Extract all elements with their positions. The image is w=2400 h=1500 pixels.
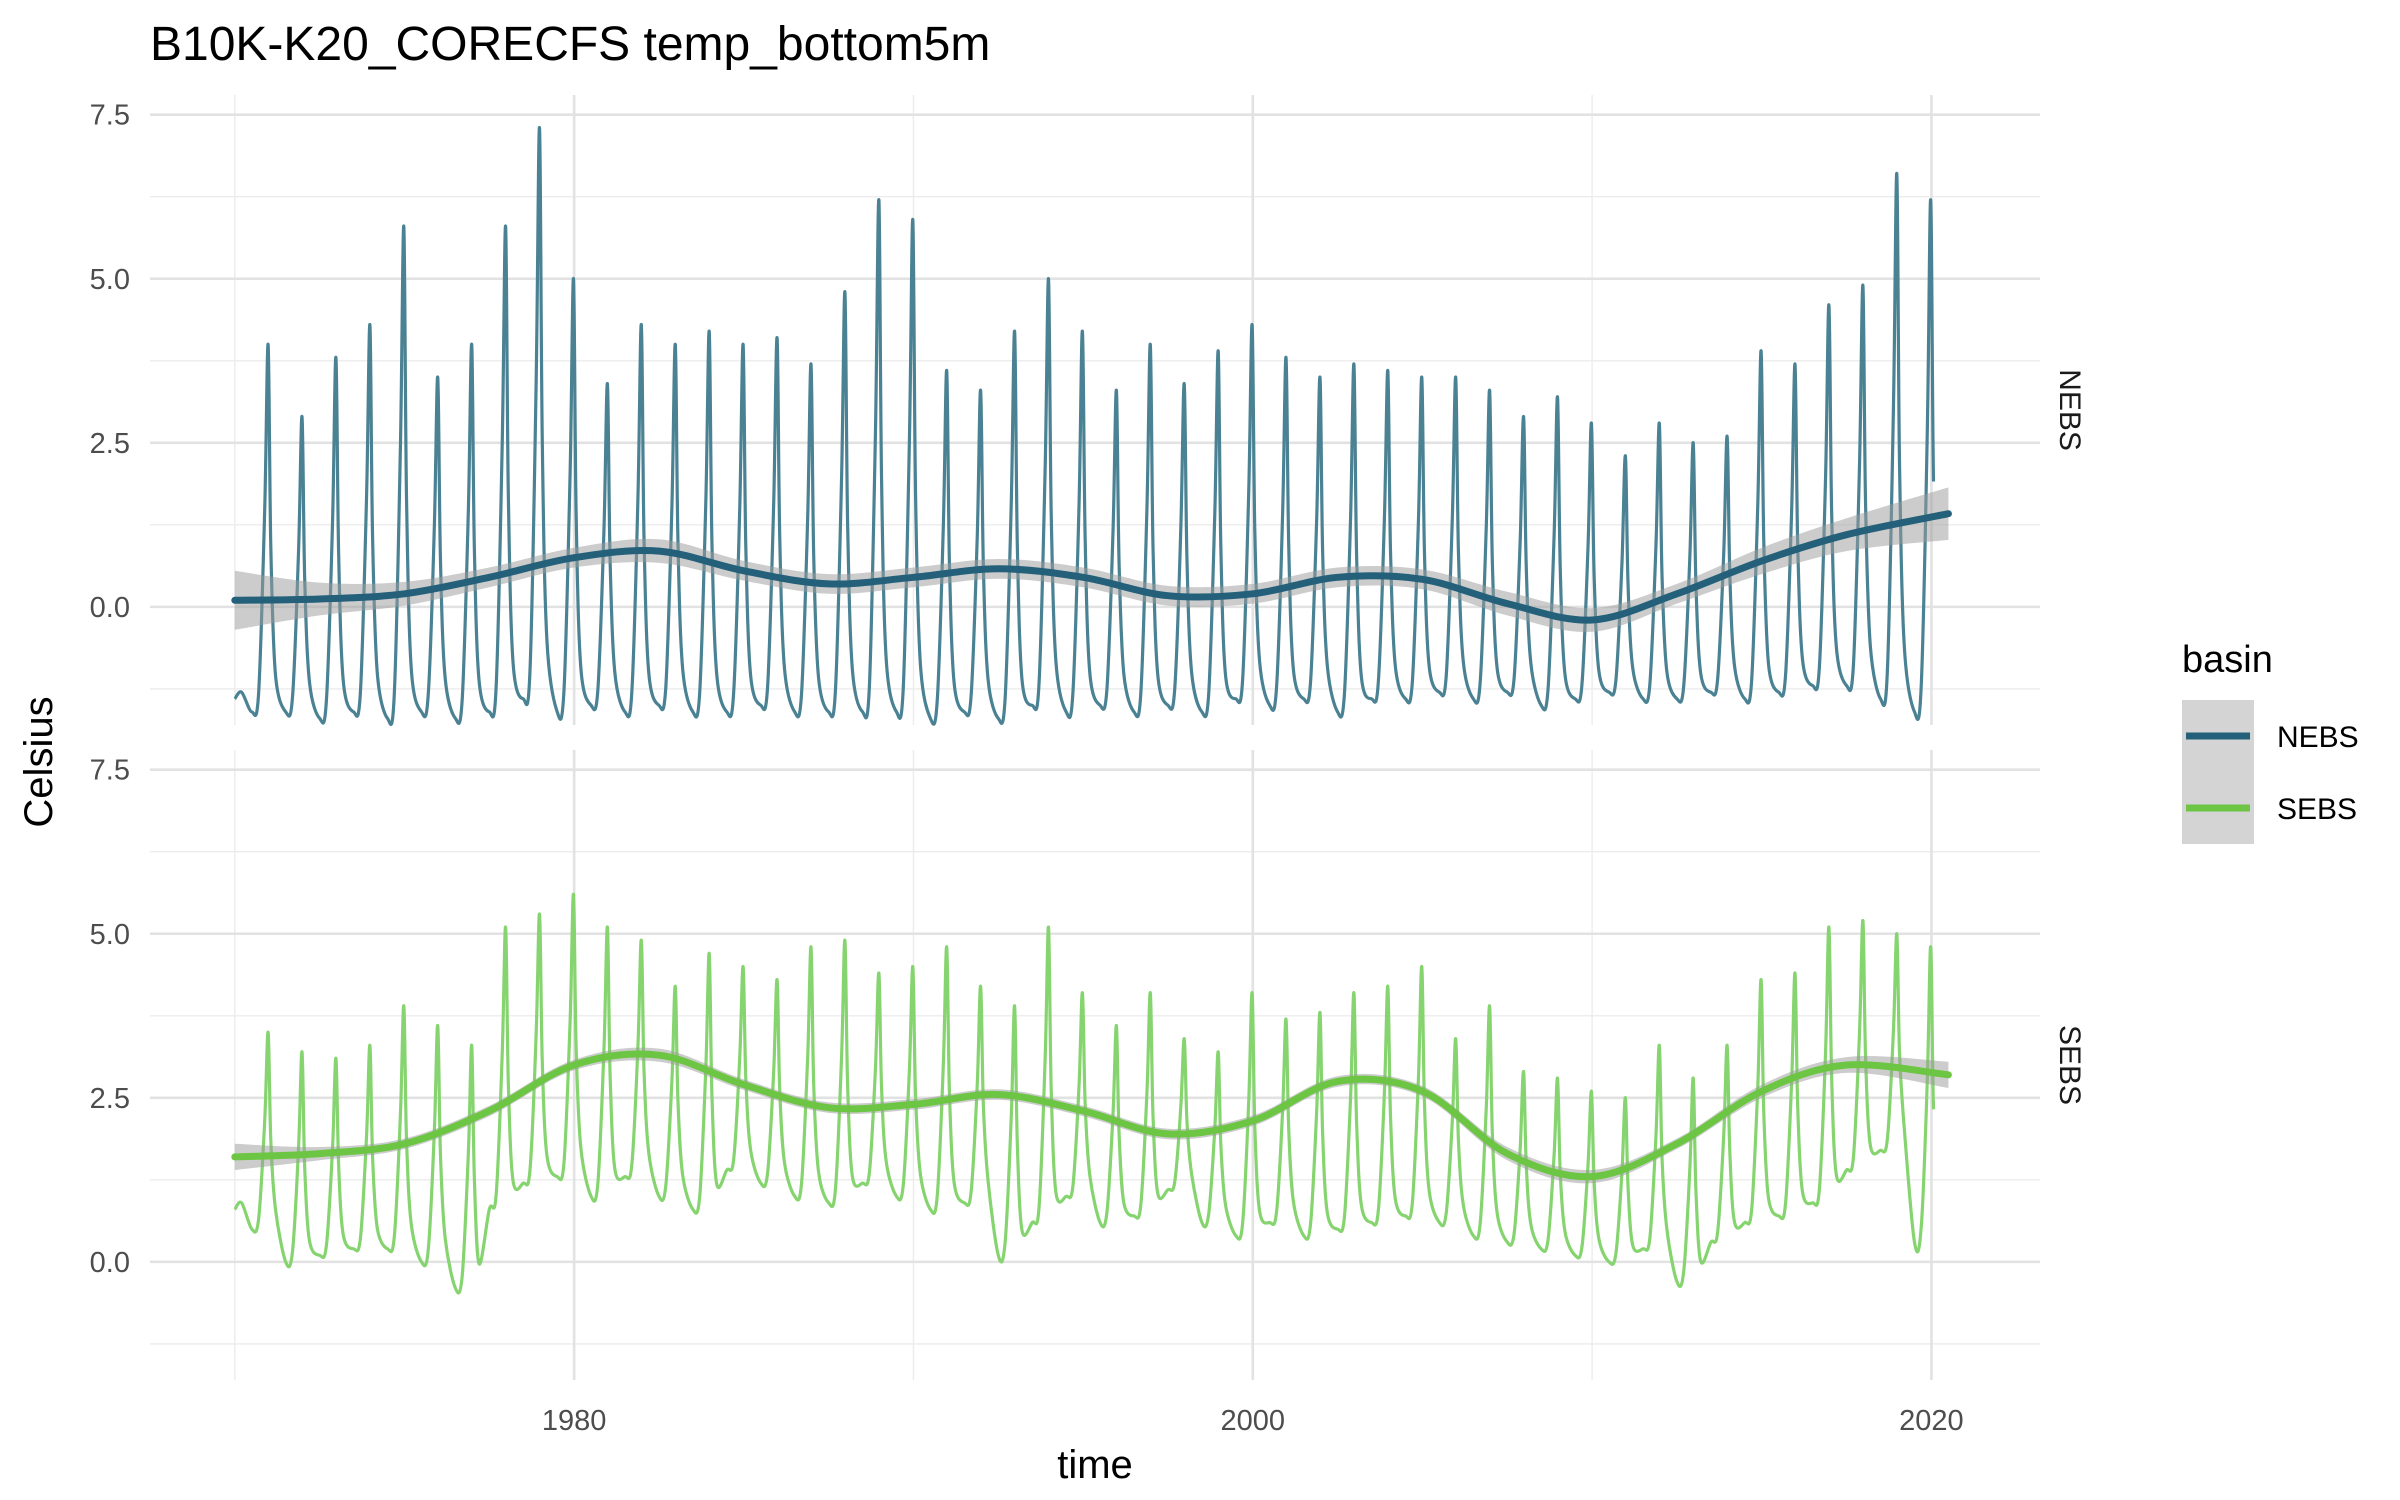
panel-nebs: 0.0 2.5 5.0 7.5 NEBS: [90, 95, 2086, 727]
legend: basin NEBS SEBS: [2182, 639, 2359, 844]
y-tick-label: 2.5: [90, 428, 130, 460]
legend-title: basin: [2182, 639, 2273, 681]
y-tick-label: 0.0: [90, 1247, 130, 1279]
chart-title: B10K-K20_CORECFS temp_bottom5m: [150, 18, 990, 71]
series-line-raw: [233, 126, 1936, 727]
facet-strip-label: SEBS: [2053, 1025, 2086, 1105]
series-line-smooth: [231, 510, 1952, 624]
confidence-band: [234, 487, 1949, 633]
y-tick-label: 0.0: [90, 592, 130, 624]
panel-sebs: 0.0 2.5 5.0 7.5 SEBS: [90, 750, 2086, 1380]
x-tick-label: 1980: [542, 1405, 607, 1437]
y-tick-label: 5.0: [90, 919, 130, 951]
legend-label-nebs: NEBS: [2277, 721, 2359, 754]
facet-strip-label: NEBS: [2053, 369, 2086, 451]
x-axis-title: time: [1057, 1443, 1133, 1487]
series-line-smooth: [231, 1050, 1952, 1181]
x-tick-label: 2000: [1221, 1405, 1286, 1437]
y-axis-title: Celsius: [17, 696, 61, 827]
series-line-raw: [233, 892, 1936, 1295]
x-tick-label: 2020: [1899, 1405, 1964, 1437]
y-tick-label: 7.5: [90, 755, 130, 787]
y-tick-label: 5.0: [90, 264, 130, 296]
y-tick-label: 7.5: [90, 100, 130, 132]
legend-label-sebs: SEBS: [2277, 793, 2357, 826]
y-tick-label: 2.5: [90, 1083, 130, 1115]
x-axis: 1980 2000 2020: [542, 1405, 1964, 1437]
